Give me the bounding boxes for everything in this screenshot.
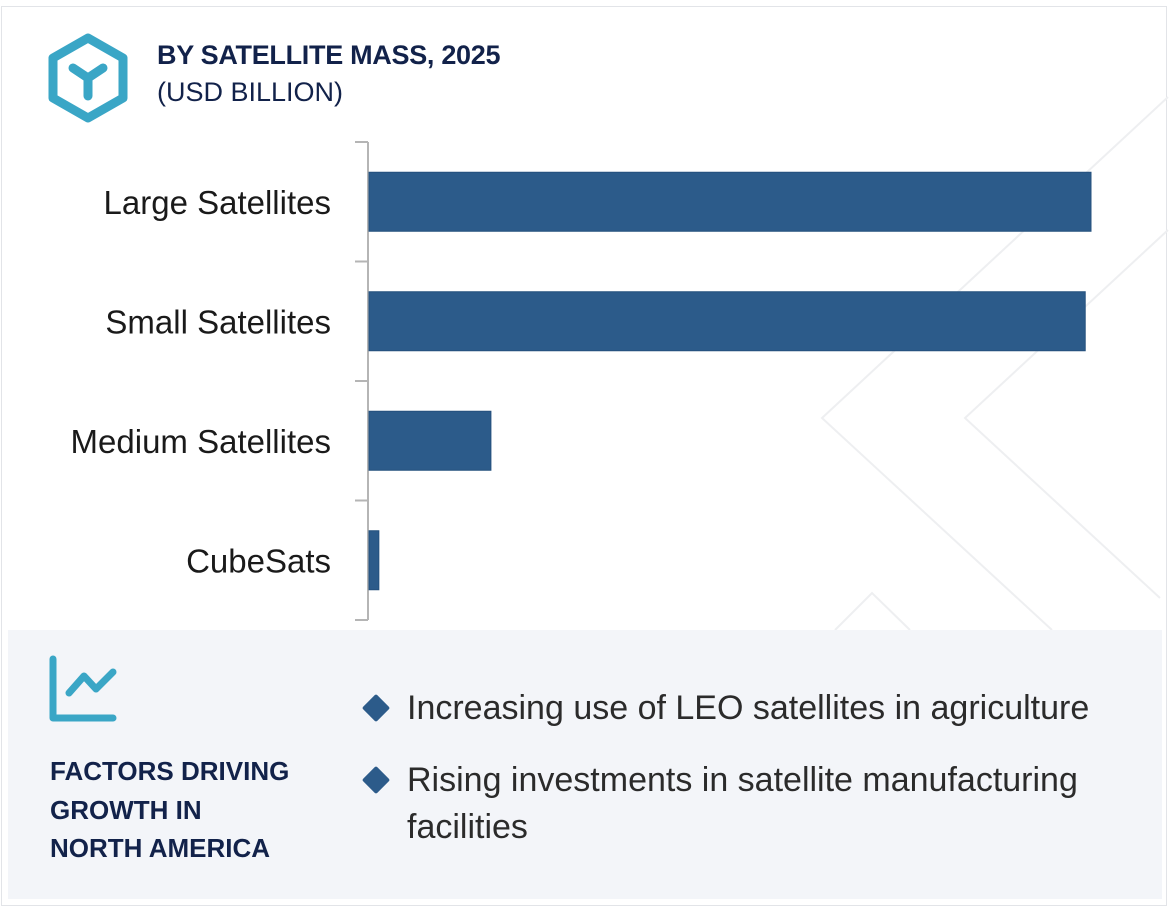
diamond-bullet-icon <box>361 693 391 723</box>
category-label: Large Satellites <box>104 184 331 221</box>
factors-panel-title: FACTORS DRIVING GROWTH IN NORTH AMERICA <box>50 752 340 868</box>
bar-chart: Large Satellites Small Satellites Medium S… <box>71 141 1092 621</box>
category-label: CubeSats <box>186 542 331 579</box>
factor-text: Rising investments in satellite manufact… <box>407 761 1078 846</box>
bar-medium-satellites <box>368 410 492 471</box>
chart-title: BY SATELLITE MASS, 2025 <box>157 40 501 70</box>
diamond-bullet-icon <box>361 765 391 795</box>
category-label: Small Satellites <box>105 303 331 340</box>
trend-chart-icon <box>49 655 117 722</box>
panel-title-line: FACTORS DRIVING <box>50 756 290 786</box>
panel-title-line: NORTH AMERICA <box>50 833 271 863</box>
factor-text: Increasing use of LEO satellites in agri… <box>407 689 1090 727</box>
hexagon-cube-icon <box>48 33 128 123</box>
bar-small-satellites <box>368 291 1086 352</box>
factor-item: Increasing use of LEO satellites in agri… <box>361 685 1147 732</box>
chart-subtitle: (USD BILLION) <box>157 77 344 107</box>
factor-item: Rising investments in satellite manufact… <box>361 757 1147 851</box>
category-label: Medium Satellites <box>71 423 331 460</box>
panel-title-line: GROWTH IN <box>50 794 202 825</box>
bar-cubesats <box>368 530 380 591</box>
factors-panel <box>8 630 1162 899</box>
bar-large-satellites <box>368 171 1092 232</box>
